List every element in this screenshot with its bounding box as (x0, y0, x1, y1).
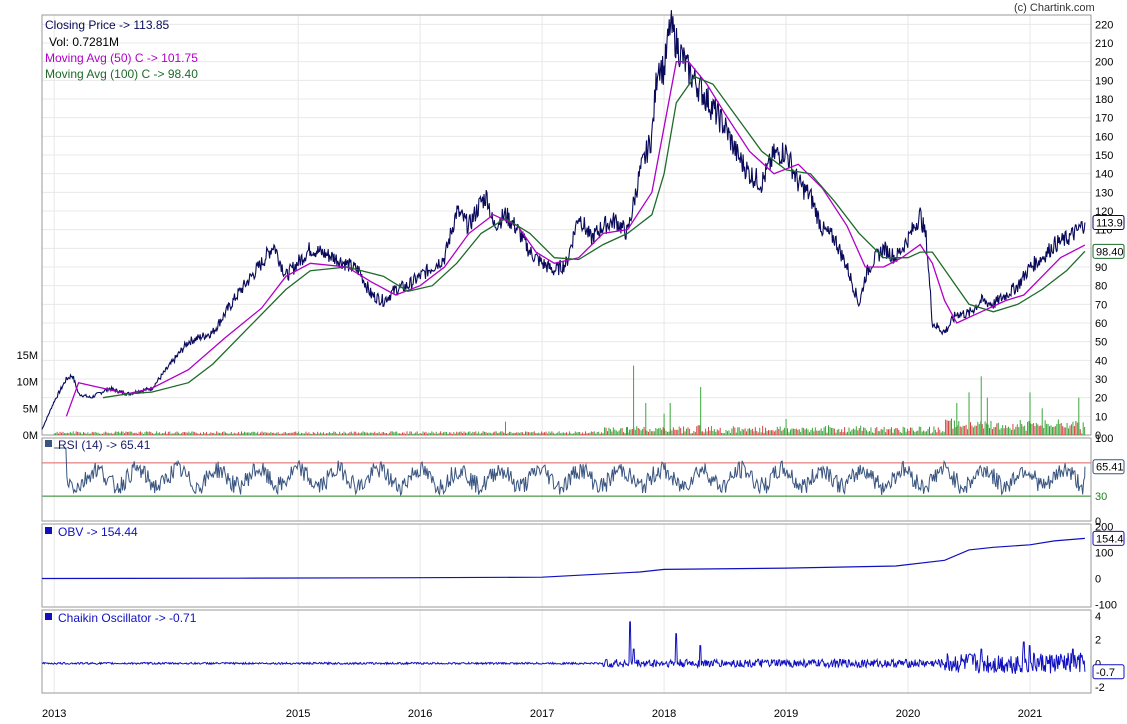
legend-rsi: RSI (14) -> 65.41 (58, 438, 151, 452)
rsi-line (54, 447, 1086, 497)
obv-y-tick: 200 (1095, 522, 1113, 534)
price-y-tick: 70 (1095, 299, 1107, 311)
obv-y-tick: -100 (1095, 599, 1117, 611)
price-y-tick: 210 (1095, 38, 1113, 50)
legend-obv: OBV -> 154.44 (58, 525, 138, 539)
panel-frame-chaikin (41, 609, 1092, 694)
volume-y-tick: 15M (17, 350, 38, 362)
panel-frame-obv (41, 523, 1092, 608)
rsi-y-tick: 100 (1095, 433, 1113, 445)
price-y-tick: 160 (1095, 131, 1113, 143)
obv-line (41, 537, 1085, 580)
price-y-tick: 40 (1095, 355, 1107, 367)
volume-y-tick: 10M (17, 377, 38, 389)
price-y-tick: 10 (1095, 411, 1107, 423)
chaikin-y-tick: -2 (1095, 682, 1105, 694)
chaikin-y-tick: 4 (1095, 611, 1101, 623)
series-lines (41, 10, 1086, 675)
obv-legend: OBV -> 154.44 (45, 525, 138, 539)
price-y-tick: 170 (1095, 113, 1113, 125)
ma50-line (65, 61, 1086, 417)
ma100-line (102, 75, 1086, 399)
x-tick-label: 2021 (1018, 708, 1042, 720)
legend-volume: Vol: 0.7281M (49, 35, 119, 49)
value-tags: 113.9 98.40 65.41 154.4 -0.7 (1092, 214, 1125, 680)
closing-price-line (41, 10, 1086, 430)
panel-frame-price (41, 14, 1092, 436)
value-tag-chaikin: -0.7 (1096, 667, 1115, 679)
x-tick-label: 2016 (408, 708, 432, 720)
x-tick-label: 2019 (774, 708, 798, 720)
price-y-tick: 30 (1095, 374, 1107, 386)
obv-y-tick: 0 (1095, 573, 1101, 585)
price-y-tick: 130 (1095, 187, 1113, 199)
rsi-y-tick: 0 (1095, 516, 1101, 528)
legend-chaikin: Chaikin Oscillator -> -0.71 (58, 611, 197, 625)
x-tick-label: 2013 (42, 708, 66, 720)
price-y-tick: 220 (1095, 19, 1113, 31)
price-y-tick: 50 (1095, 337, 1107, 349)
price-y-tick: 200 (1095, 57, 1113, 69)
price-y-tick: 90 (1095, 262, 1107, 274)
panel-frames (41, 14, 1092, 694)
value-tag-price-box (1092, 214, 1125, 230)
grid-lines (42, 15, 1091, 693)
price-y-tick: 150 (1095, 150, 1113, 162)
value-tag-chaikin-box (1092, 664, 1125, 680)
price-y-tick: 180 (1095, 94, 1113, 106)
panel-frame-rsi (41, 437, 1092, 522)
volume-y-tick: 0M (23, 430, 38, 442)
obv-y-tick: 100 (1095, 548, 1113, 560)
volume-y-tick: 5M (23, 403, 38, 415)
price-y-tick: 190 (1095, 75, 1113, 87)
chaikin-y-tick: 2 (1095, 635, 1101, 647)
x-tick-label: 2020 (896, 708, 920, 720)
obv-legend-swatch (45, 527, 52, 534)
price-y-tick: 80 (1095, 281, 1107, 293)
price-y-tick: 0 (1095, 430, 1101, 442)
value-tag-rsi-box (1092, 459, 1125, 475)
value-tag-ma100-box (1092, 243, 1125, 259)
credit-label: (c) Chartink.com (1014, 2, 1095, 14)
x-tick-label: 2015 (286, 708, 310, 720)
chaikin-line (41, 621, 1086, 675)
rsi-legend: RSI (14) -> 65.41 (45, 438, 151, 452)
x-tick-label: 2017 (530, 708, 554, 720)
volume-bars (53, 365, 1086, 435)
price-y-tick: 60 (1095, 318, 1107, 330)
value-tag-ma100: 98.40 (1096, 246, 1124, 258)
value-tag-rsi: 65.41 (1096, 462, 1124, 474)
value-tag-obv: 154.4 (1096, 533, 1124, 545)
value-tag-price: 113.9 (1096, 217, 1123, 229)
legend-closing-price: Closing Price -> 113.85 (45, 18, 170, 32)
rsi-y-tick: 30 (1095, 491, 1107, 503)
legend-ma100: Moving Avg (100) C -> 98.40 (45, 67, 198, 81)
value-tag-obv-box (1092, 530, 1125, 546)
chaikin-legend: Chaikin Oscillator -> -0.71 (45, 611, 197, 625)
rsi-legend-swatch (45, 440, 52, 447)
price-legend: Closing Price -> 113.85 Vol: 0.7281M Mov… (45, 18, 198, 81)
x-tick-label: 2018 (652, 708, 676, 720)
price-y-tick: 140 (1095, 169, 1113, 181)
chaikin-legend-swatch (45, 613, 52, 620)
legend-ma50: Moving Avg (50) C -> 101.75 (45, 51, 198, 65)
price-y-tick: 20 (1095, 393, 1107, 405)
